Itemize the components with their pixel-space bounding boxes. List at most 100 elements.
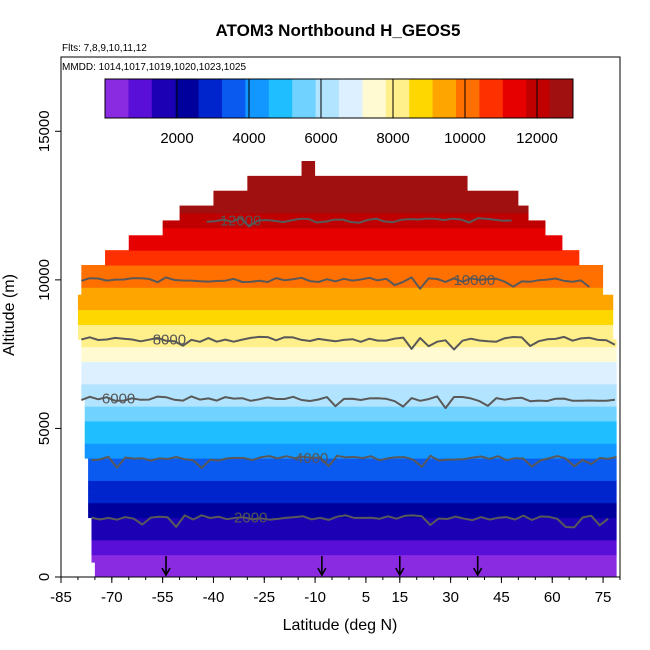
data-cell xyxy=(213,198,519,207)
data-cell xyxy=(162,220,546,229)
data-cell xyxy=(179,205,529,214)
contour-label-2000: 2000 xyxy=(234,510,267,527)
x-tick-label: 15 xyxy=(391,589,408,606)
colorbar-tick-label: 2000 xyxy=(160,130,193,147)
contour-line-10000 xyxy=(81,276,591,290)
data-cell xyxy=(84,428,617,437)
y-tick-label: 10000 xyxy=(36,259,53,301)
data-cell xyxy=(88,480,617,489)
chart-note-flights: Flts: 7,8,9,10,11,12 xyxy=(62,43,147,54)
chart-note-dates: MMDD: 1014,1017,1019,1020,1023,1025 xyxy=(62,62,246,73)
colorbar-swatch xyxy=(385,79,410,118)
x-tick-label: -70 xyxy=(101,589,123,606)
colorbar: 2000 4000 6000 8000 10000 12000 xyxy=(104,78,574,147)
data-cell xyxy=(84,398,617,407)
x-tick-label: -10 xyxy=(304,589,326,606)
contour-line-12000 xyxy=(206,217,512,228)
colorbar-swatch xyxy=(502,79,527,118)
colorbar-swatch xyxy=(362,79,387,118)
flight-marker-head-2 xyxy=(317,567,327,577)
colorbar-swatch xyxy=(128,79,153,118)
flight-marker-head-4 xyxy=(473,567,483,577)
data-cell xyxy=(81,361,617,370)
colorbar-tick-label: 6000 xyxy=(304,130,337,147)
data-cell xyxy=(179,213,529,221)
x-tick-label: -85 xyxy=(50,589,72,606)
data-cell xyxy=(81,272,604,281)
colorbar-frame xyxy=(104,78,574,119)
contour-line-8000 xyxy=(81,335,616,351)
data-cell xyxy=(81,383,617,392)
colorbar-tick-label: 10000 xyxy=(444,130,486,147)
contour-line-6000 xyxy=(80,395,616,410)
colorbar-swatch xyxy=(432,79,457,118)
data-cell xyxy=(94,569,617,578)
flight-marker-head-3 xyxy=(395,567,405,577)
colorbar-swatch xyxy=(339,79,363,118)
y-tick-label: 0 xyxy=(36,573,53,581)
data-cell xyxy=(88,465,617,474)
data-cell xyxy=(91,539,617,548)
plot-area: 2000 4000 6000 8000 10000 12000 xyxy=(77,161,617,578)
contour-label-4000: 4000 xyxy=(295,450,328,467)
plot-frame xyxy=(60,56,621,578)
x-axis: -85 -70 -55 -40 -25 -10 5 15 30 45 60 75 xyxy=(50,577,621,606)
colorbar-swatch xyxy=(456,79,480,118)
data-cell xyxy=(247,183,468,192)
data-cell xyxy=(81,265,604,273)
x-tick-label: 30 xyxy=(442,589,459,606)
data-cell xyxy=(84,450,617,459)
data-cell xyxy=(91,554,617,563)
data-cell xyxy=(81,354,617,363)
data-cell xyxy=(247,175,468,184)
contour-label-10000: 10000 xyxy=(453,272,495,289)
colorbar-swatch xyxy=(549,79,574,118)
data-cell xyxy=(81,287,604,296)
y-tick-label: 5000 xyxy=(36,412,53,445)
x-tick-label: 75 xyxy=(595,589,612,606)
contour-label-6000: 6000 xyxy=(102,391,135,408)
colorbar-swatch xyxy=(315,79,340,118)
x-tick-label: -55 xyxy=(152,589,174,606)
colorbar-swatch xyxy=(105,79,129,118)
data-cell xyxy=(81,279,604,288)
data-cell xyxy=(91,547,617,556)
data-cell xyxy=(81,376,617,385)
data-cell xyxy=(91,517,617,526)
colorbar-swatch xyxy=(198,79,223,118)
data-cell xyxy=(77,324,614,333)
colorbar-swatch xyxy=(479,79,504,118)
colorbar-swatch xyxy=(245,79,270,118)
colorbar-swatch xyxy=(222,79,246,118)
data-cell xyxy=(81,369,617,377)
data-cell xyxy=(301,168,316,177)
chart-title: ATOM3 Northbound H_GEOS5 xyxy=(216,21,461,40)
data-cell xyxy=(84,443,617,452)
data-cell xyxy=(88,502,617,511)
colorbar-tick-label: 4000 xyxy=(232,130,265,147)
contour-line-4000 xyxy=(91,454,617,469)
data-cell xyxy=(84,435,617,444)
data-cell xyxy=(88,510,617,519)
x-axis-label: Latitude (deg N) xyxy=(283,617,398,634)
data-cell xyxy=(91,525,617,533)
data-cell xyxy=(213,190,519,199)
data-cell xyxy=(84,421,617,429)
colorbar-tick-label: 8000 xyxy=(376,130,409,147)
contour-label-8000: 8000 xyxy=(153,331,186,348)
data-cell xyxy=(128,235,563,244)
flight-marker-head-1 xyxy=(161,567,171,577)
x-tick-label: -40 xyxy=(203,589,225,606)
data-cell xyxy=(84,406,617,415)
x-tick-label: 60 xyxy=(544,589,561,606)
data-cell xyxy=(105,257,580,266)
data-cell xyxy=(128,242,563,251)
data-cell xyxy=(81,346,617,355)
data-cell xyxy=(77,294,614,303)
data-cell xyxy=(81,339,617,348)
x-tick-label: -25 xyxy=(253,589,275,606)
colorbar-swatch xyxy=(409,79,434,118)
data-cell xyxy=(81,391,617,400)
data-cell xyxy=(77,331,614,340)
data-cell xyxy=(162,227,546,236)
